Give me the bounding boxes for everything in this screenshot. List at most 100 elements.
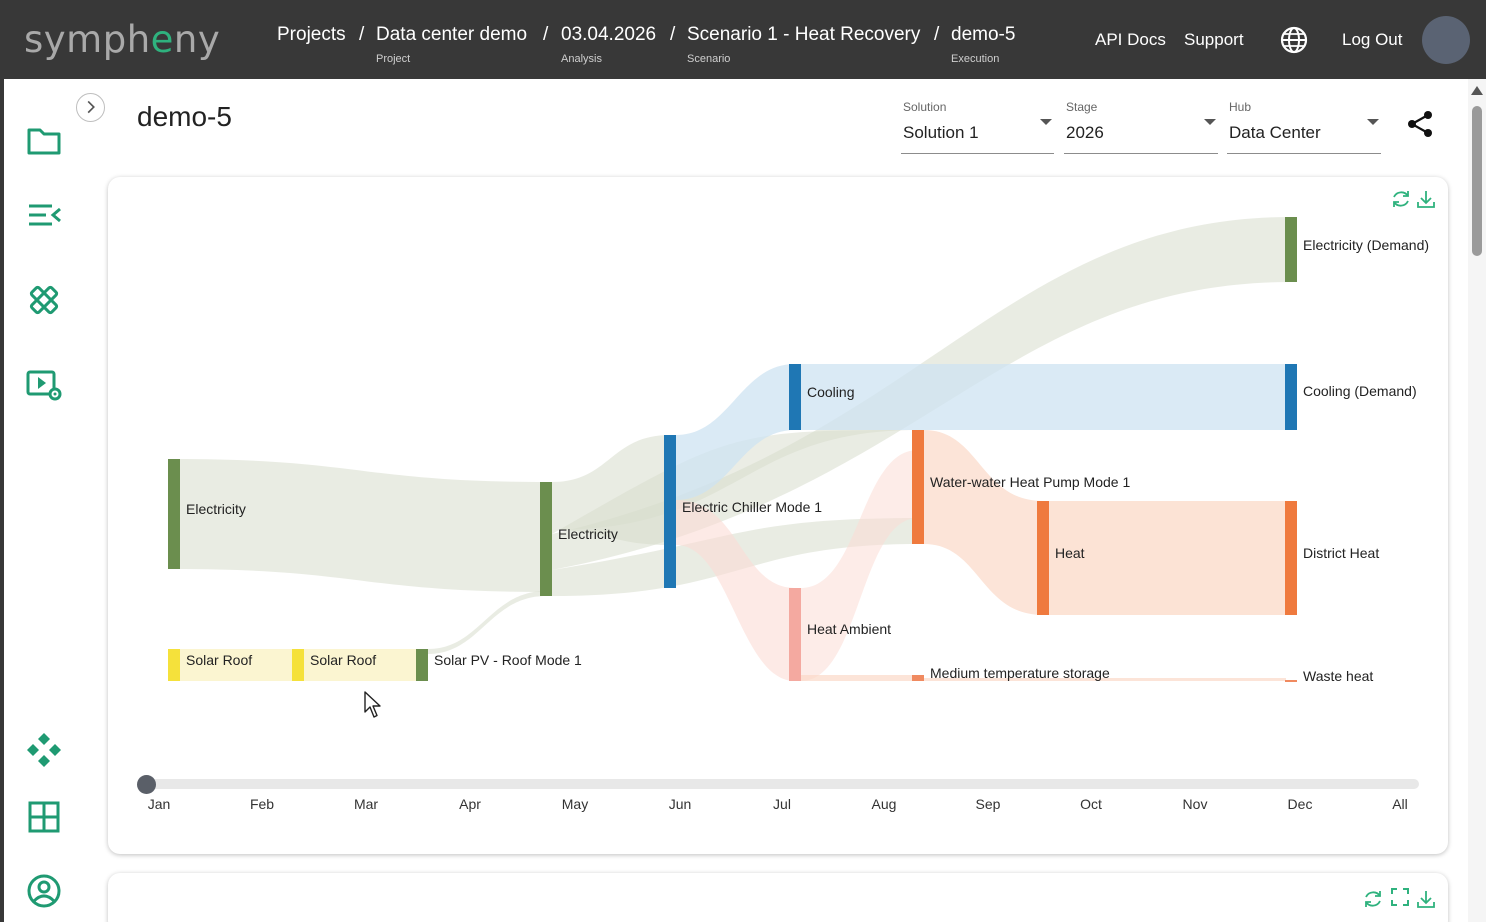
node-label-solar-roof-1: Solar Roof — [186, 652, 252, 668]
download-icon[interactable] — [1415, 888, 1437, 910]
sankey-node-cooling-demand[interactable] — [1285, 364, 1297, 430]
page-scrollbar[interactable] — [1468, 79, 1486, 922]
menu-collapse-icon[interactable] — [24, 196, 64, 236]
solution-select-label: Solution — [903, 100, 947, 114]
sankey-node-cooling[interactable] — [789, 364, 801, 430]
month-label[interactable]: Sep — [975, 796, 1001, 812]
grid-icon[interactable] — [24, 797, 64, 837]
sankey-node-solar-pv[interactable] — [416, 649, 428, 681]
refresh-icon[interactable] — [1362, 888, 1384, 910]
api-docs-link[interactable]: API Docs — [1095, 30, 1166, 49]
logout-link[interactable]: Log Out — [1342, 30, 1403, 49]
node-label-district-heat: District Heat — [1303, 545, 1379, 561]
globe-icon[interactable] — [1280, 26, 1308, 54]
node-label-heat: Heat — [1055, 545, 1085, 561]
month-label[interactable]: Nov — [1182, 796, 1208, 812]
sankey-link[interactable] — [924, 678, 1286, 681]
sankey-node-heat-ambient[interactable] — [789, 588, 801, 681]
second-card — [108, 873, 1448, 922]
breadcrumb-separator: / — [359, 24, 365, 45]
sidebar — [0, 79, 91, 922]
sankey-link[interactable] — [174, 649, 298, 681]
sankey-link[interactable] — [801, 450, 918, 681]
month-label[interactable]: Oct — [1080, 796, 1102, 812]
node-label-chiller: Electric Chiller Mode 1 — [682, 499, 822, 515]
scroll-up-icon[interactable] — [1471, 86, 1483, 95]
fullscreen-icon[interactable] — [1389, 886, 1411, 908]
refresh-icon[interactable] — [1390, 188, 1412, 210]
scroll-thumb[interactable] — [1472, 106, 1482, 256]
network-icon[interactable] — [24, 730, 64, 770]
breadcrumb-project-sub: Project — [376, 53, 411, 65]
node-label-solar-pv: Solar PV - Roof Mode 1 — [434, 652, 582, 668]
month-label[interactable]: Aug — [871, 796, 897, 812]
month-label[interactable]: Feb — [249, 796, 275, 812]
node-label-waste-heat: Waste heat — [1303, 668, 1373, 684]
sankey-link[interactable] — [428, 591, 546, 654]
month-label[interactable]: May — [561, 796, 589, 812]
page-title: demo-5 — [137, 101, 232, 132]
sankey-node-waste-heat[interactable] — [1285, 680, 1297, 682]
tools-icon[interactable] — [24, 280, 64, 320]
month-label[interactable]: Jul — [773, 796, 791, 812]
sankey-node-electricity-demand[interactable] — [1285, 217, 1297, 282]
hub-select-label: Hub — [1229, 100, 1252, 114]
node-label-mts: Medium temperature storage — [930, 665, 1110, 681]
solution-select[interactable]: Solution Solution 1 — [901, 97, 1054, 154]
month-label[interactable]: Jan — [147, 796, 171, 812]
breadcrumb-separator: / — [670, 24, 676, 45]
download-icon[interactable] — [1415, 188, 1437, 210]
app-logo[interactable]: sympheny — [24, 18, 221, 61]
month-label[interactable]: Mar — [353, 796, 379, 812]
sankey-node-electricity-source[interactable] — [168, 459, 180, 569]
breadcrumb-project[interactable]: Data center demo — [376, 24, 528, 45]
sankey-link[interactable] — [924, 430, 1043, 615]
month-label[interactable]: Apr — [459, 796, 481, 812]
support-link[interactable]: Support — [1184, 30, 1244, 49]
breadcrumb-scenario-sub: Scenario — [687, 53, 731, 65]
stage-select-value: 2026 — [1066, 123, 1104, 142]
node-label-heat-pump: Water-water Heat Pump Mode 1 — [930, 474, 1130, 490]
month-label[interactable]: Dec — [1287, 796, 1313, 812]
sankey-node-chiller[interactable] — [664, 435, 676, 588]
sankey-link[interactable] — [298, 649, 422, 681]
breadcrumb-scenario[interactable]: Scenario 1 - Heat Recovery — [687, 24, 921, 45]
sankey-node-heat-pump[interactable] — [912, 430, 924, 544]
sankey-link[interactable] — [174, 459, 546, 592]
sankey-link[interactable] — [801, 364, 1286, 430]
sidebar-toggle-button[interactable] — [76, 93, 105, 122]
sankey-node-district-heat[interactable] — [1285, 501, 1297, 615]
avatar[interactable] — [1422, 16, 1470, 64]
chevron-down-icon — [1040, 119, 1052, 125]
breadcrumb-analysis[interactable]: 03.04.2026 — [561, 24, 657, 45]
breadcrumb-projects[interactable]: Projects — [277, 24, 346, 45]
video-settings-icon[interactable] — [24, 365, 64, 405]
sankey-link[interactable] — [801, 675, 918, 681]
sankey-link[interactable] — [676, 364, 795, 500]
chevron-down-icon — [1204, 119, 1216, 125]
sankey-node-electricity[interactable] — [540, 482, 552, 596]
top-bar: sympheny Projects / Data center demo Pro… — [0, 0, 1486, 79]
folder-icon[interactable] — [24, 121, 64, 161]
sankey-node-mts[interactable] — [912, 675, 924, 681]
node-label-solar-roof-2: Solar Roof — [310, 652, 376, 668]
sankey-link[interactable] — [676, 500, 795, 681]
hub-select[interactable]: Hub Data Center — [1227, 97, 1381, 154]
month-label[interactable]: All — [1392, 796, 1408, 812]
node-label-cooling-demand: Cooling (Demand) — [1303, 383, 1417, 399]
sankey-node-heat[interactable] — [1037, 501, 1049, 615]
month-slider-track[interactable] — [146, 779, 1419, 789]
month-label[interactable]: Jun — [668, 796, 692, 812]
share-icon[interactable] — [1404, 108, 1436, 140]
sankey-node-solar-roof-1[interactable] — [168, 649, 180, 681]
stage-select[interactable]: Stage 2026 — [1064, 97, 1218, 154]
sankey-node-solar-roof-2[interactable] — [292, 649, 304, 681]
solution-select-value: Solution 1 — [903, 123, 979, 142]
breadcrumb-execution[interactable]: demo-5 — [951, 24, 1016, 45]
month-slider-thumb[interactable] — [137, 775, 156, 794]
mouse-cursor-icon — [364, 691, 381, 718]
account-icon[interactable] — [24, 871, 64, 911]
hub-select-value: Data Center — [1229, 123, 1321, 142]
sankey-link[interactable] — [1049, 501, 1286, 615]
